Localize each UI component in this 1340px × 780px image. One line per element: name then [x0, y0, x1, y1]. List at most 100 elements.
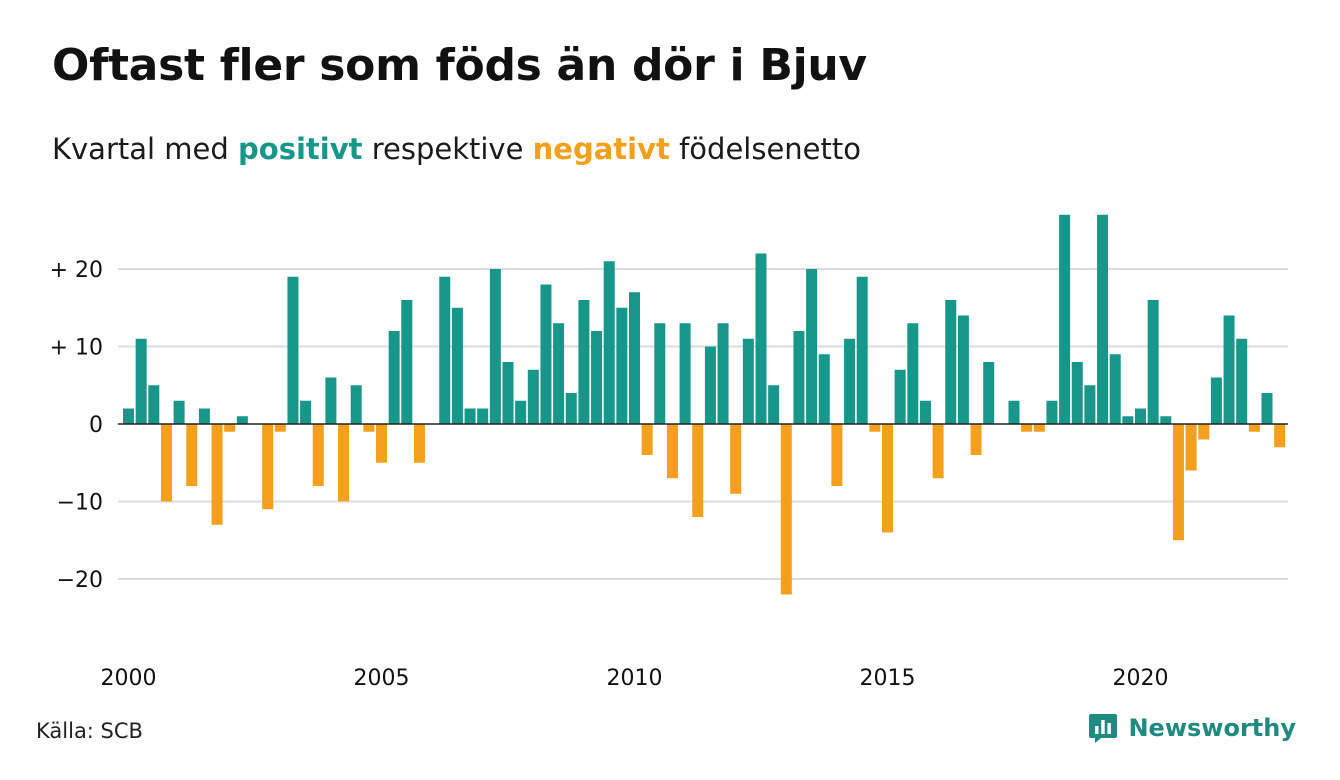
bar-negative [1248, 424, 1260, 432]
bar-positive [907, 323, 919, 424]
x-tick-label: 2020 [1113, 666, 1169, 691]
bar-positive [148, 385, 160, 424]
bar-positive [603, 261, 615, 424]
bar-negative [641, 424, 653, 455]
bar-positive [1097, 214, 1109, 424]
bar-positive [1084, 385, 1096, 424]
bar-positive [439, 276, 451, 424]
bar-positive [629, 292, 640, 424]
brand-name: Newsworthy [1128, 714, 1296, 742]
bar-positive [1210, 377, 1222, 424]
x-tick-label: 2000 [101, 666, 157, 691]
bars-layer [123, 214, 1286, 595]
bar-positive [755, 253, 767, 424]
bar-negative [262, 424, 274, 510]
bar-positive [350, 385, 362, 424]
bar-positive [565, 393, 577, 424]
bar-positive [717, 323, 729, 424]
bar-positive [1147, 300, 1159, 424]
y-axis-labels: + 20 + 10 0 −10 −20 [50, 258, 103, 593]
bar-positive [325, 377, 337, 424]
bar-negative [869, 424, 881, 432]
newsworthy-brand[interactable]: Newsworthy [1088, 712, 1296, 744]
bar-negative [224, 424, 236, 432]
bar-positive [945, 300, 957, 424]
bar-positive [1236, 338, 1248, 424]
bar-positive [1046, 400, 1058, 424]
bar-positive [844, 338, 856, 424]
bar-positive [894, 369, 906, 424]
bar-positive [464, 408, 476, 424]
subtitle-positive: positivt [238, 132, 363, 166]
bar-positive [768, 385, 780, 424]
bar-negative [338, 424, 350, 502]
bar-positive [742, 338, 754, 424]
bar-negative [666, 424, 678, 479]
bar-positive [704, 346, 716, 424]
bar-negative [160, 424, 172, 502]
bar-positive [1135, 408, 1146, 424]
bar-positive [287, 276, 299, 424]
x-tick-label: 2010 [607, 666, 663, 691]
bar-positive [515, 400, 527, 424]
bar-negative [692, 424, 704, 517]
bar-positive [173, 400, 185, 424]
bar-positive [1122, 416, 1134, 424]
bar-positive [236, 416, 248, 424]
subtitle-negative: negativt [532, 132, 670, 166]
y-tick-label: + 10 [50, 336, 103, 361]
bar-positive [578, 300, 590, 424]
y-tick-label: −20 [57, 568, 103, 593]
bar-negative [186, 424, 198, 486]
bar-positive [654, 323, 666, 424]
bar-negative [1021, 424, 1033, 432]
bar-positive [1223, 315, 1235, 424]
bar-negative [413, 424, 425, 463]
bar-negative [1198, 424, 1210, 440]
bar-negative [780, 424, 792, 595]
bar-positive [123, 408, 134, 424]
bar-positive [198, 408, 210, 424]
bar-negative [211, 424, 223, 525]
bar-positive [793, 331, 805, 424]
bar-positive [451, 307, 463, 424]
bar-positive [388, 331, 400, 424]
bar-negative [730, 424, 742, 494]
chart-subtitle: Kvartal med positivt respektive negativt… [52, 132, 861, 166]
bar-positive [856, 276, 868, 424]
chart-title: Oftast fler som föds än dör i Bjuv [52, 40, 867, 91]
bar-positive [806, 269, 818, 424]
bar-positive [919, 400, 931, 424]
bar-positive [300, 400, 312, 424]
bar-negative [1033, 424, 1045, 432]
x-axis-labels: 2000 2005 2010 2015 2020 [101, 666, 1169, 691]
bar-positive [489, 269, 501, 424]
bar-negative [970, 424, 982, 455]
bar-positive [553, 323, 565, 424]
subtitle-suffix: födelsenetto [679, 132, 861, 166]
bar-negative [363, 424, 375, 432]
bar-positive [818, 354, 830, 424]
subtitle-prefix: Kvartal med [52, 132, 229, 166]
bar-negative [1185, 424, 1197, 471]
bar-negative [882, 424, 893, 533]
bar-positive [1071, 362, 1083, 424]
bar-positive [1261, 393, 1273, 424]
bar-positive [401, 300, 413, 424]
bar-positive [527, 369, 539, 424]
bar-negative [274, 424, 286, 432]
bar-negative [312, 424, 324, 486]
bar-negative [831, 424, 843, 486]
newsworthy-logo-icon [1089, 714, 1118, 743]
bar-positive [957, 315, 969, 424]
bar-positive [1109, 354, 1121, 424]
bar-negative [1274, 424, 1286, 448]
bar-negative [1172, 424, 1184, 541]
y-tick-label: −10 [57, 491, 103, 516]
bar-positive [616, 307, 628, 424]
x-tick-label: 2005 [354, 666, 410, 691]
bar-positive [1059, 214, 1071, 424]
bar-positive [135, 338, 147, 424]
bar-positive [591, 331, 603, 424]
